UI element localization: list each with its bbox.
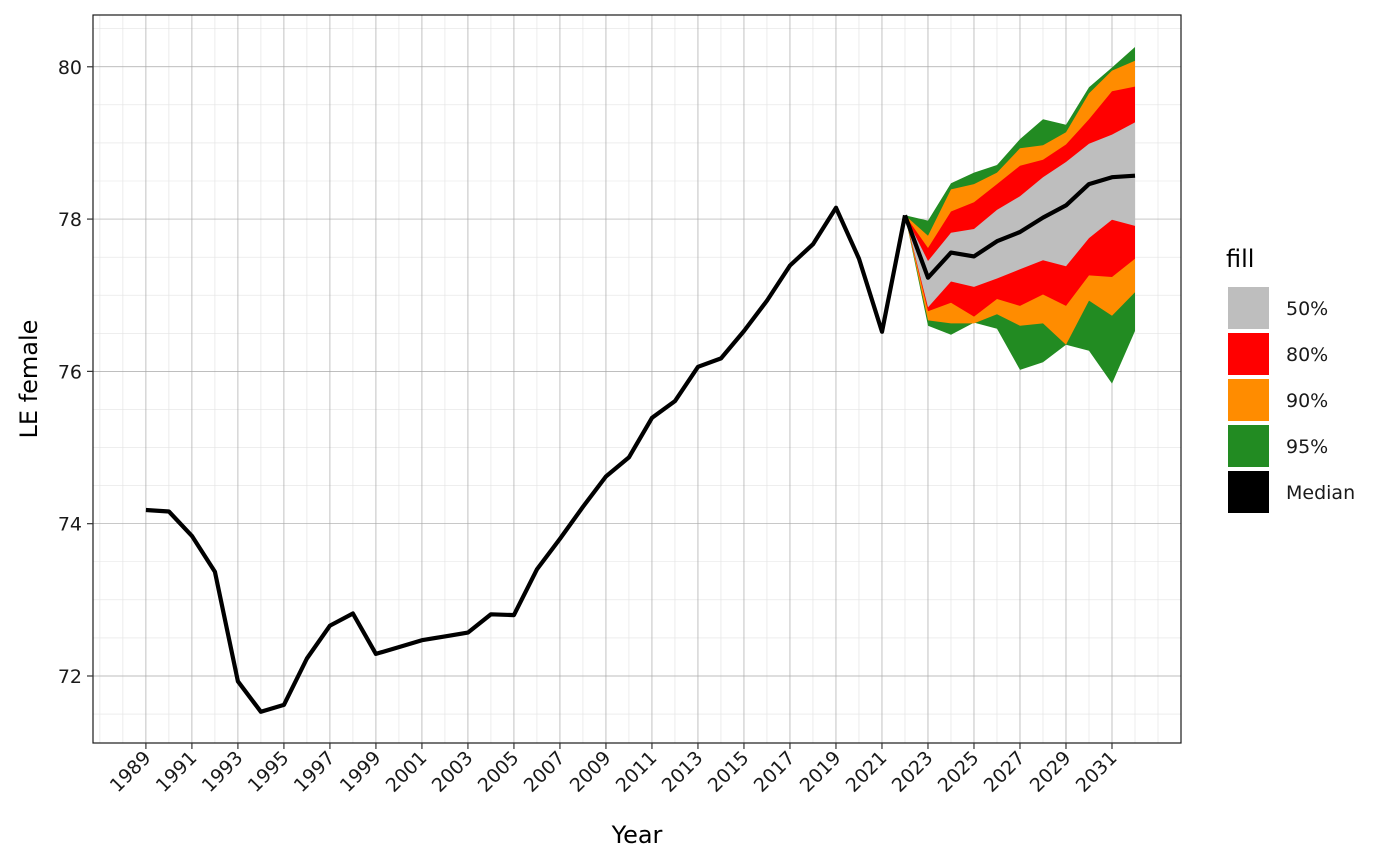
- y-axis-title: LE female: [15, 320, 43, 439]
- x-tick-label: 2007: [520, 747, 570, 797]
- legend-label: 95%: [1286, 436, 1328, 458]
- x-tick-label: 1991: [152, 747, 202, 797]
- x-tick-label: 2029: [1026, 747, 1076, 797]
- legend-swatch: [1228, 333, 1269, 375]
- plot-panel-border: [92, 14, 1182, 744]
- x-tick-label: 1997: [290, 747, 340, 797]
- legend-swatch: [1228, 425, 1269, 467]
- y-tick-label: 76: [58, 361, 82, 383]
- x-tick-label: 2013: [658, 747, 708, 797]
- legend-label: 90%: [1286, 390, 1328, 412]
- x-tick-label: 1995: [244, 747, 294, 797]
- median-series-line: [903, 173, 1136, 280]
- x-tick-label: 2005: [474, 747, 524, 797]
- x-tick-label: 1993: [198, 747, 248, 797]
- y-tick-label: 74: [58, 514, 82, 536]
- y-tick-label: 80: [58, 57, 82, 79]
- legend-label: Median: [1286, 482, 1355, 504]
- y-tick-label: 78: [58, 209, 82, 231]
- x-axis: 1989199119931995199719992001200320052007…: [106, 743, 1122, 797]
- x-tick-label: 2021: [842, 747, 892, 797]
- observed-series-line: [145, 205, 908, 714]
- x-tick-label: 2025: [934, 747, 984, 797]
- minor-gridlines: [93, 15, 1182, 743]
- x-tick-label: 2027: [980, 747, 1030, 797]
- x-axis-title: Year: [611, 821, 663, 849]
- legend-title: fill: [1226, 245, 1254, 273]
- legend-label: 50%: [1286, 298, 1328, 320]
- y-tick-label: 72: [58, 666, 82, 688]
- x-tick-label: 2017: [750, 747, 800, 797]
- major-gridlines: [93, 15, 1181, 743]
- y-axis: 72 74 76 78 80: [58, 57, 93, 688]
- x-tick-label: 2031: [1072, 747, 1122, 797]
- band-50: [905, 122, 1135, 308]
- legend-label: 80%: [1286, 344, 1328, 366]
- series-lines: [145, 173, 1136, 714]
- x-tick-label: 2001: [382, 747, 432, 797]
- legend-swatch: [1228, 287, 1269, 329]
- x-tick-label: 2019: [796, 747, 846, 797]
- x-tick-label: 1999: [336, 747, 386, 797]
- x-tick-label: 2011: [612, 747, 662, 797]
- x-tick-label: 2023: [888, 747, 938, 797]
- x-tick-label: 1989: [106, 747, 156, 797]
- x-tick-label: 2003: [428, 747, 478, 797]
- x-tick-label: 2015: [704, 747, 754, 797]
- legend-swatch: [1228, 471, 1269, 513]
- legend-swatch: [1228, 379, 1269, 421]
- legend: fill 50% 80% 90% 95% Median: [1226, 245, 1355, 513]
- x-tick-label: 2009: [566, 747, 616, 797]
- forecast-bands: [905, 47, 1135, 384]
